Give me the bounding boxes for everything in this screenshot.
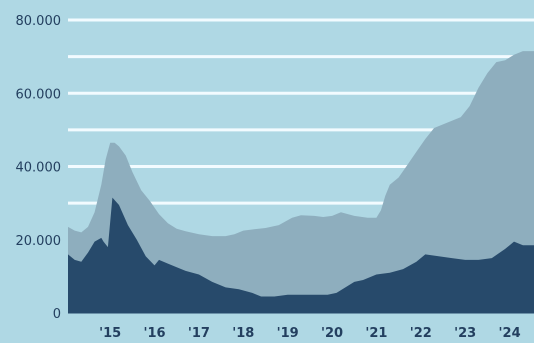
x-tick-label: '16 [144, 326, 166, 341]
y-tick-label: 0 [53, 307, 61, 322]
y-tick-label: 80.000 [16, 14, 62, 29]
x-tick-label: '23 [454, 326, 476, 341]
x-tick-label: '19 [277, 326, 299, 341]
x-tick-label: '22 [410, 326, 432, 341]
x-tick-label: '21 [365, 326, 387, 341]
outer-series-area [68, 51, 534, 313]
x-tick-label: '24 [499, 326, 521, 341]
x-tick-label: '15 [99, 326, 121, 341]
y-tick-label: 40.000 [16, 161, 62, 176]
x-tick-label: '20 [321, 326, 343, 341]
y-tick-label: 20.000 [16, 234, 62, 249]
x-tick-label: '18 [232, 326, 254, 341]
x-tick-label: '17 [188, 326, 210, 341]
y-tick-label: 60.000 [16, 87, 62, 102]
inner-series-area [68, 197, 534, 313]
